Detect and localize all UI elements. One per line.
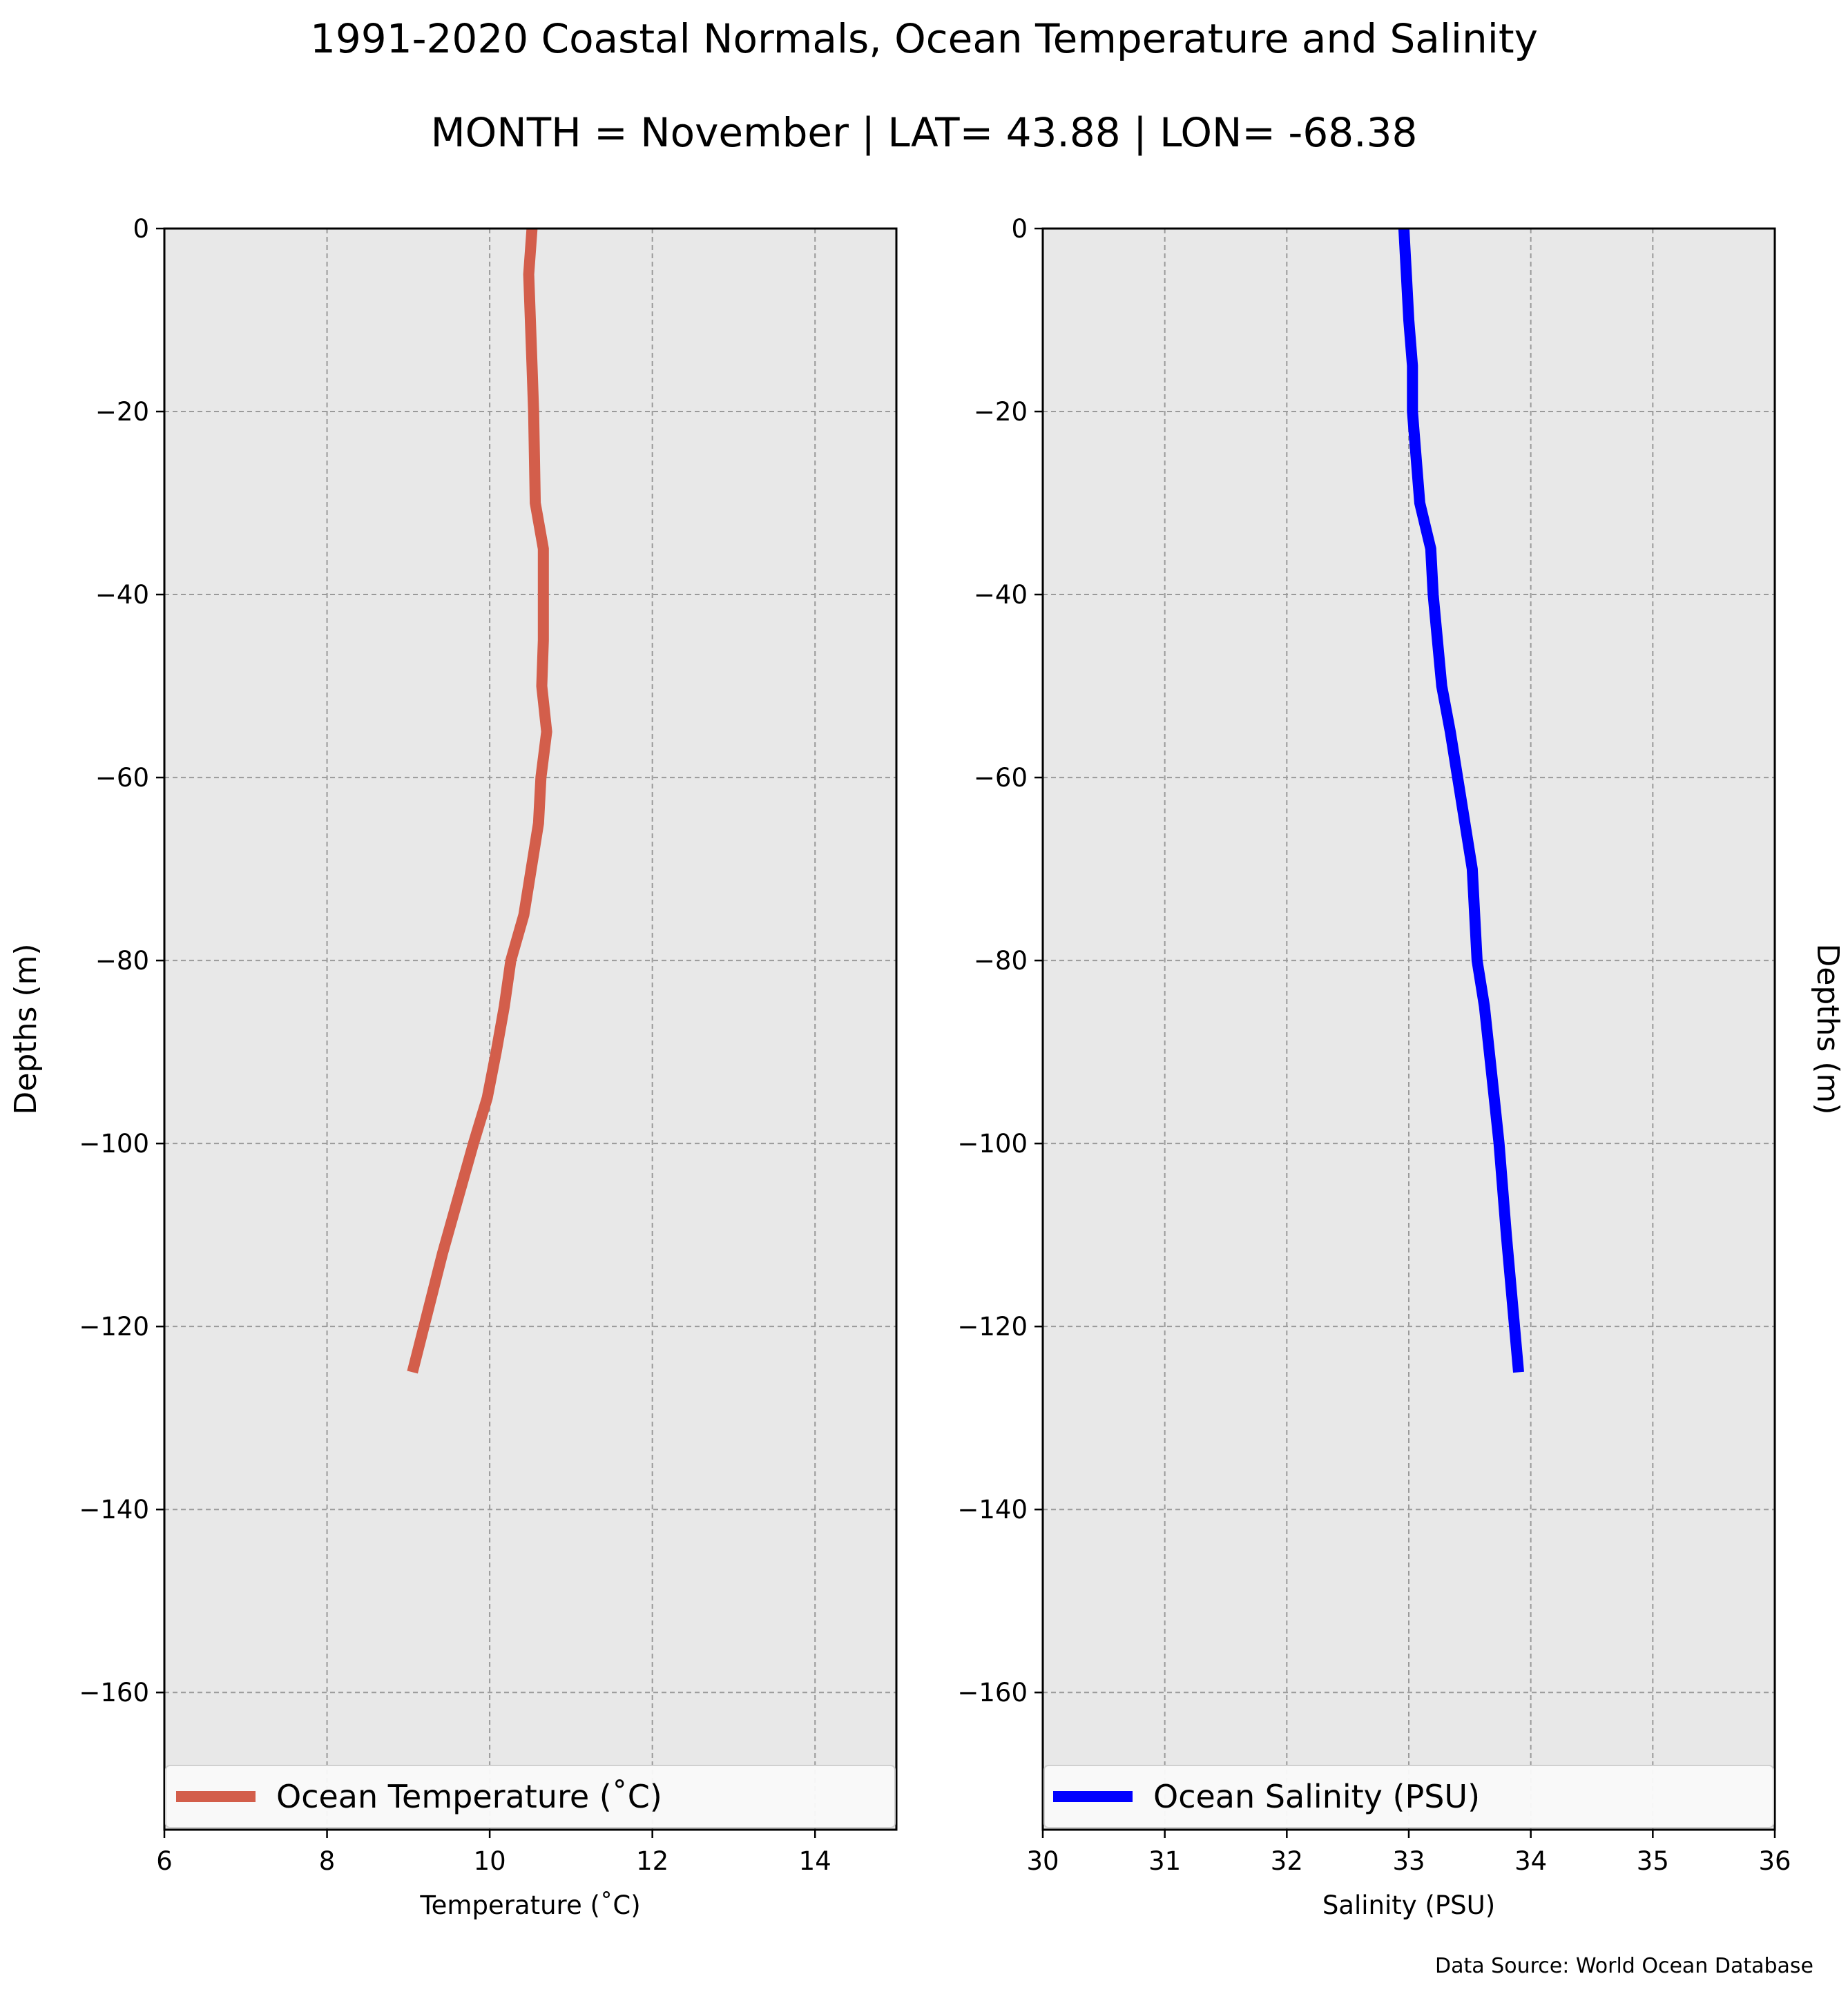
y-tick-label: −140 [957,1495,1028,1525]
y-tick-label: −100 [957,1129,1028,1159]
x-tick-label: 32 [1271,1846,1303,1876]
y-tick-label: 0 [133,214,149,244]
x-tick-label: 31 [1148,1846,1181,1876]
temperature-chart: 6 8 10 12 14 0 −20 −40 −60 −80 −100 −120 −140 −160 Tem… [8,214,898,1920]
legend-box [1043,1765,1774,1828]
y-tick-label: −80 [95,946,149,976]
series-line [1398,228,1524,1373]
plot-frame [163,227,898,1831]
y-tick-label: 0 [1011,214,1028,244]
y-tick-label: −60 [974,763,1028,793]
x-tick-label: 36 [1758,1846,1791,1876]
y-tick-label: −40 [95,580,149,610]
x-tick-label: 10 [474,1846,506,1876]
y-tick-label: −40 [974,580,1028,610]
y-tick-label: −80 [974,946,1028,976]
y-tick-label: −120 [957,1312,1028,1342]
x-tick-label: 35 [1637,1846,1669,1876]
legend-label: Ocean Temperature (˚C) [276,1778,662,1815]
y-tick-label: −140 [79,1495,149,1525]
x-tick-label: 14 [799,1846,831,1876]
y-tick-label: −60 [95,763,149,793]
series-line [407,228,552,1374]
x-tick-label: 6 [156,1846,173,1876]
salinity-chart: 30 31 32 33 34 35 36 0 −20 −40 −60 −80 −100 −120 −140 −… [957,214,1845,1920]
legend-label: Ocean Salinity (PSU) [1153,1778,1480,1815]
x-tick-label: 12 [636,1846,668,1876]
chart-title: 1991-2020 Coastal Normals, Ocean Tempera… [310,15,1538,62]
x-axis-label: Temperature (˚C) [419,1890,640,1920]
legend-box [165,1765,896,1828]
x-tick-label: 33 [1392,1846,1425,1876]
y-tick-label: −160 [957,1678,1028,1707]
y-axis-label: Depths (m) [1810,943,1845,1114]
data-source-note: Data Source: World Ocean Database [1435,1954,1813,1978]
x-axis-label: Salinity (PSU) [1322,1890,1495,1920]
chart-subtitle: MONTH = November | LAT= 43.88 | LON= -68… [430,109,1418,156]
y-tick-label: −160 [79,1678,149,1707]
x-tick-label: 8 [319,1846,336,1876]
y-tick-label: −100 [79,1129,149,1159]
y-tick-label: −20 [95,397,149,427]
y-axis-label: Depths (m) [8,943,44,1114]
x-tick-label: 34 [1514,1846,1547,1876]
y-tick-label: −20 [974,397,1028,427]
x-tick-label: 30 [1026,1846,1059,1876]
y-tick-label: −120 [79,1312,149,1342]
